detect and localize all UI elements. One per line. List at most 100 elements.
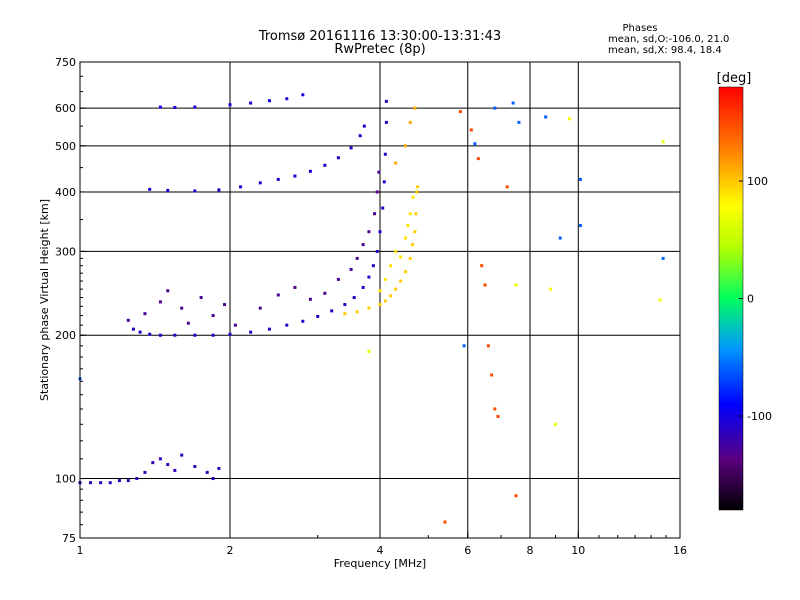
legend-line-x: mean, sd,X: 98.4, 18.4 [608, 45, 722, 56]
grid-lines [80, 62, 680, 538]
data-point [249, 101, 253, 105]
data-point [411, 243, 415, 247]
data-point [578, 224, 582, 228]
data-point [661, 140, 665, 144]
data-point [408, 212, 412, 216]
data-point [158, 333, 162, 337]
x-tick-label: 2 [227, 544, 234, 557]
data-point [166, 289, 170, 293]
data-point [316, 314, 320, 318]
y-tick-label: 400 [55, 186, 76, 199]
data-point [658, 298, 662, 302]
data-point [383, 152, 387, 156]
data-point [99, 481, 103, 485]
data-point [343, 312, 347, 316]
data-point [394, 287, 398, 291]
colorbar-ticks: 100 0 -100 [739, 175, 772, 423]
data-point [223, 303, 227, 307]
data-point [469, 128, 473, 132]
data-point [377, 170, 381, 174]
data-point [211, 314, 215, 318]
data-point [443, 520, 447, 524]
data-point [239, 185, 243, 189]
data-point [323, 163, 327, 167]
data-point [108, 481, 112, 485]
data-point [394, 249, 398, 253]
data-point [199, 296, 203, 300]
data-point [158, 105, 162, 109]
chart-title: Tromsø 20161116 13:30:00-13:31:43 [258, 29, 501, 44]
x-tick-label: 16 [673, 544, 687, 557]
data-point [126, 479, 130, 483]
data-point [267, 327, 271, 331]
data-point [166, 463, 170, 467]
data-point [416, 185, 420, 189]
data-point [323, 291, 327, 295]
data-point [148, 187, 152, 191]
data-points [78, 93, 665, 524]
y-tick-label: 500 [55, 140, 76, 153]
data-point [511, 101, 515, 105]
data-point [514, 494, 518, 498]
data-point [126, 318, 130, 322]
data-point [486, 344, 490, 348]
data-point [143, 312, 147, 316]
data-point [381, 206, 385, 210]
colorbar-tick-label: -100 [747, 410, 772, 423]
colorbar-tick-label: 100 [747, 175, 768, 188]
data-point [173, 105, 177, 109]
data-point [553, 422, 557, 426]
y-axis-label: Stationary phase Virtual Height [km] [38, 199, 51, 401]
data-point [373, 212, 377, 216]
data-point [166, 188, 170, 192]
data-point [414, 212, 418, 216]
data-point [285, 97, 289, 101]
y-tick-label: 100 [55, 473, 76, 486]
x-tick-label: 8 [527, 544, 534, 557]
y-tick-label: 75 [62, 532, 76, 545]
data-point [173, 333, 177, 337]
data-point [131, 327, 135, 331]
data-point [158, 300, 162, 304]
data-point [158, 457, 162, 461]
data-point [211, 477, 215, 481]
colorbar-tick-label: 0 [747, 293, 754, 306]
y-tick-label: 600 [55, 102, 76, 115]
data-point [458, 110, 462, 114]
data-point [352, 296, 356, 300]
data-point [258, 306, 262, 310]
data-point [413, 106, 417, 110]
data-point [267, 99, 271, 103]
data-point [362, 124, 366, 128]
data-point [205, 470, 209, 474]
data-point [193, 333, 197, 337]
data-point [483, 283, 487, 287]
data-point [411, 195, 415, 199]
data-point [193, 464, 197, 468]
data-point [367, 230, 371, 234]
data-point [408, 120, 412, 124]
data-point [211, 333, 215, 337]
y-tick-label: 300 [55, 245, 76, 258]
data-point [558, 236, 562, 240]
data-point [399, 255, 403, 259]
data-point [415, 190, 419, 194]
data-point [336, 156, 340, 160]
data-point [493, 106, 497, 110]
data-point [330, 309, 334, 313]
data-point [285, 323, 289, 327]
x-tick-label: 1 [77, 544, 84, 557]
data-point [180, 306, 184, 310]
data-point [567, 117, 571, 121]
data-point [228, 332, 232, 336]
data-point [378, 230, 382, 234]
data-point [336, 277, 340, 281]
data-point [89, 481, 93, 485]
data-point [217, 188, 221, 192]
data-point [578, 177, 582, 181]
data-point [389, 294, 393, 298]
x-tick-label: 6 [464, 544, 471, 557]
data-point [117, 479, 121, 483]
data-point [349, 146, 353, 150]
